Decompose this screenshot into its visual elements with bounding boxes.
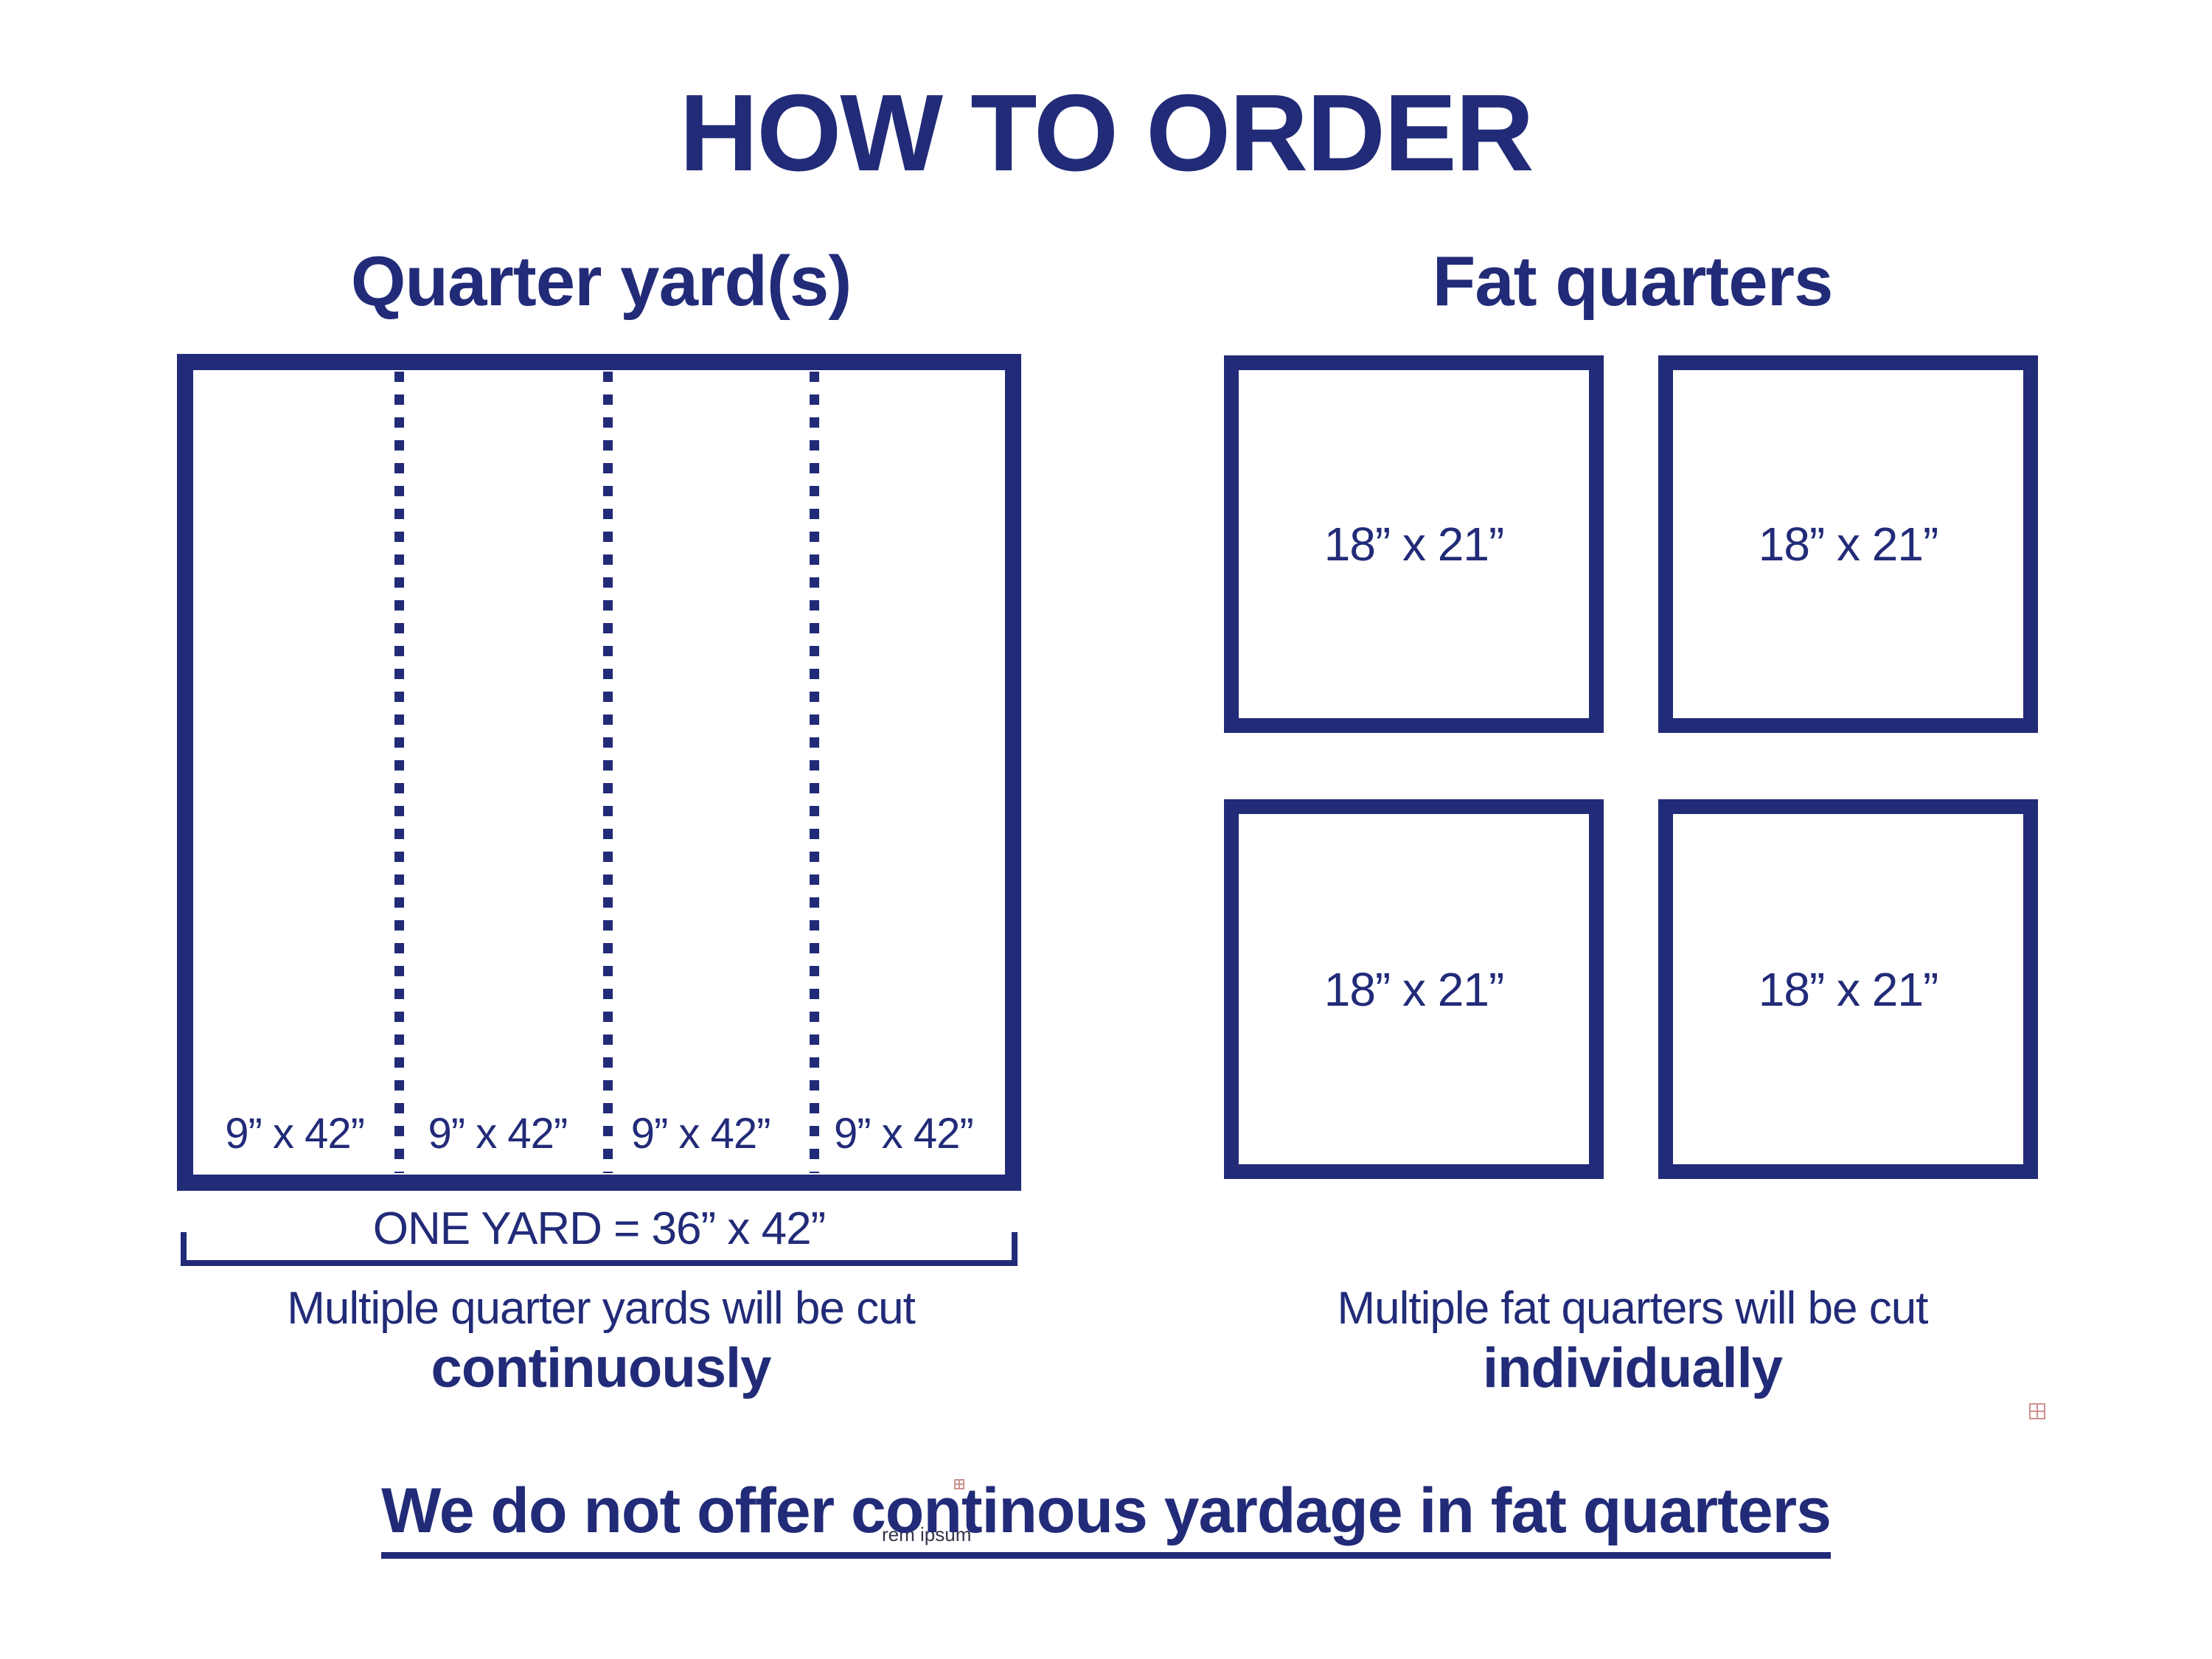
fat-quarter-label-1: 18” x 21” [1324, 518, 1505, 571]
footer-note-text: We do not offer continous yardage in fat… [381, 1476, 1832, 1559]
fat-caption-line2: individually [1482, 1337, 1783, 1399]
strip-label-4: 9” x 42” [834, 1110, 974, 1158]
quarter-caption-line1: Multiple quarter yards will be cut [287, 1283, 916, 1334]
fat-quarter-square-3: 18” x 21” [1224, 799, 1604, 1179]
registration-mark-icon [954, 1479, 964, 1489]
cut-line-3 [810, 372, 819, 1173]
strip-label-3: 9” x 42” [630, 1110, 771, 1158]
page-title: HOW TO ORDER [679, 72, 1534, 194]
fat-quarter-label-4: 18” x 21” [1758, 962, 1939, 1016]
footer-note: We do not offer continous yardage in fat… [0, 1476, 2212, 1559]
quarter-strip-labels: 9” x 42” 9” x 42” 9” x 42” 9” x 42” [193, 370, 1005, 1175]
cut-line-2 [603, 372, 613, 1173]
fat-caption-line1: Multiple fat quarters will be cut [1337, 1283, 1929, 1334]
one-yard-diagram: 9” x 42” 9” x 42” 9” x 42” 9” x 42” [177, 354, 1021, 1191]
fat-quarter-label-2: 18” x 21” [1758, 518, 1939, 571]
fat-quarter-square-1: 18” x 21” [1224, 355, 1604, 733]
quarter-yards-heading: Quarter yard(s) [350, 242, 852, 321]
fat-quarter-label-3: 18” x 21” [1324, 962, 1505, 1016]
one-yard-equation-label: ONE YARD = 36” x 42” [372, 1203, 826, 1254]
registration-mark-icon [2029, 1403, 2045, 1419]
one-yard-bracket [181, 1232, 1018, 1266]
watermark-text-artifact: rem ipsum [882, 1523, 972, 1545]
strip-label-1: 9” x 42” [225, 1110, 365, 1158]
strip-label-2: 9” x 42” [428, 1110, 568, 1158]
fat-quarter-square-4: 18” x 21” [1658, 799, 2038, 1179]
cut-line-1 [394, 372, 404, 1173]
fat-quarters-heading: Fat quarters [1432, 242, 1834, 321]
fat-quarter-square-2: 18” x 21” [1658, 355, 2038, 733]
quarter-caption-line2: continuously [431, 1337, 772, 1399]
